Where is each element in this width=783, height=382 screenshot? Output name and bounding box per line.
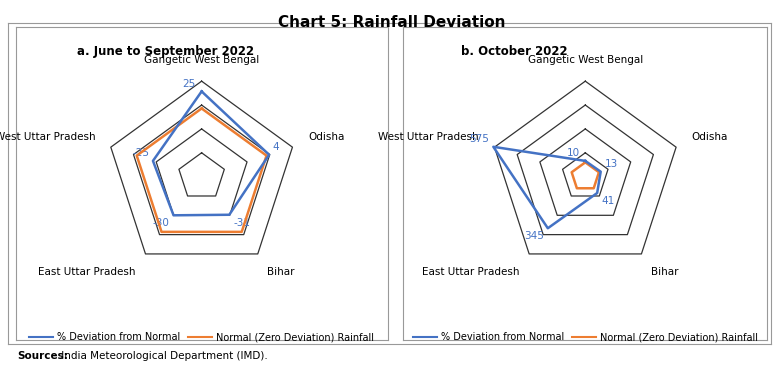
- Text: Bihar: Bihar: [651, 267, 678, 277]
- Text: 345: 345: [524, 231, 544, 241]
- Text: West Uttar Pradesh: West Uttar Pradesh: [378, 132, 479, 142]
- Text: East Uttar Pradesh: East Uttar Pradesh: [38, 267, 136, 277]
- Text: 25: 25: [182, 79, 196, 89]
- Text: India Meteorological Department (IMD).: India Meteorological Department (IMD).: [58, 351, 268, 361]
- Text: Odisha: Odisha: [308, 132, 345, 142]
- Text: -30: -30: [153, 218, 170, 228]
- Text: -31: -31: [233, 218, 250, 228]
- Legend: % Deviation from Normal, Normal (Zero Deviation) Rainfall: % Deviation from Normal, Normal (Zero De…: [409, 329, 762, 346]
- Text: a. June to September 2022: a. June to September 2022: [78, 45, 254, 58]
- Text: 4: 4: [273, 142, 280, 152]
- Text: Chart 5: Rainfall Deviation: Chart 5: Rainfall Deviation: [278, 15, 505, 30]
- Text: 41: 41: [601, 196, 614, 206]
- Text: Bihar: Bihar: [267, 267, 294, 277]
- Text: West Uttar Pradesh: West Uttar Pradesh: [0, 132, 96, 142]
- Text: Odisha: Odisha: [691, 132, 728, 142]
- Text: 575: 575: [470, 134, 489, 144]
- Text: Gangetic West Bengal: Gangetic West Bengal: [144, 55, 259, 65]
- Text: Sources:: Sources:: [17, 351, 68, 361]
- Text: Gangetic West Bengal: Gangetic West Bengal: [528, 55, 643, 65]
- Text: East Uttar Pradesh: East Uttar Pradesh: [422, 267, 520, 277]
- Text: 13: 13: [604, 159, 618, 169]
- Legend: % Deviation from Normal, Normal (Zero Deviation) Rainfall: % Deviation from Normal, Normal (Zero De…: [25, 329, 378, 346]
- Text: -25: -25: [132, 148, 149, 158]
- Text: 10: 10: [566, 148, 579, 158]
- Text: b. October 2022: b. October 2022: [461, 45, 568, 58]
